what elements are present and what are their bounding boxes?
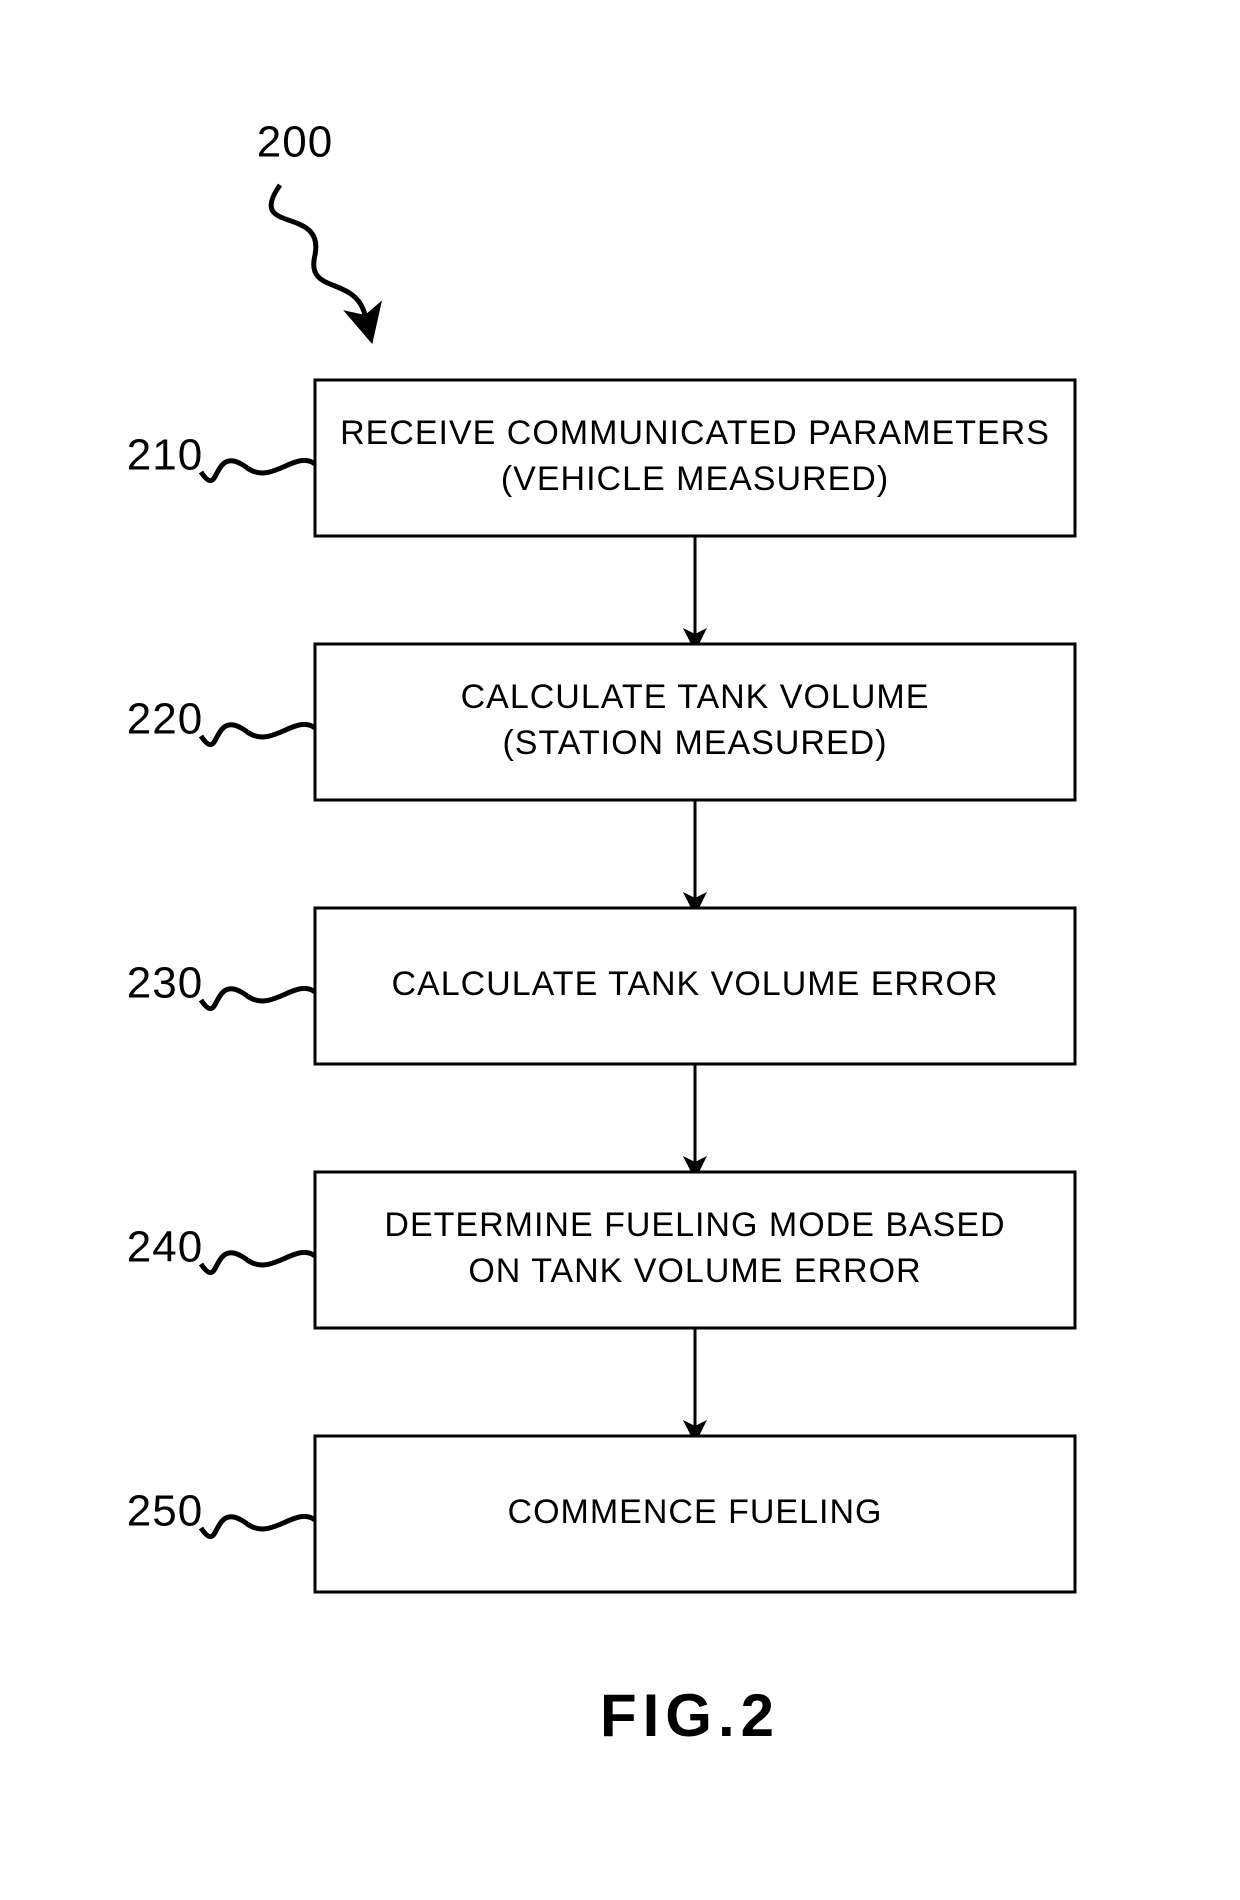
ref-squiggle-230 [201,988,315,1008]
ref-label-240: 240 [127,1223,203,1272]
ref-label-220: 220 [127,695,203,744]
flow-box-240-line-1: ON TANK VOLUME ERROR [468,1252,921,1290]
flow-box-220 [315,644,1075,800]
flowchart-svg: 200 RECEIVE COMMUNICATED PARAMETERS (VEHIC… [0,0,1240,1900]
ref-label-250: 250 [127,1487,203,1536]
figure-label: FIG.2 [600,1682,780,1749]
flow-box-210-line-1: (VEHICLE MEASURED) [501,460,889,498]
flow-box-210-line-0: RECEIVE COMMUNICATED PARAMETERS [340,414,1050,452]
ref-label-210: 210 [127,431,203,480]
flow-box-220-line-0: CALCULATE TANK VOLUME [461,678,930,716]
flow-box-240-line-0: DETERMINE FUELING MODE BASED [384,1206,1005,1244]
main-ref-label: 200 [257,118,333,167]
ref-squiggle-220 [201,724,315,744]
flow-box-230-line-0: CALCULATE TANK VOLUME ERROR [391,965,998,1003]
ref-squiggle-240 [201,1252,315,1272]
flow-box-240 [315,1172,1075,1328]
ref-squiggle-250 [201,1516,315,1536]
flow-box-210 [315,380,1075,536]
flow-box-250-line-0: COMMENCE FUELING [508,1493,883,1531]
main-ref-squiggle [271,185,365,315]
ref-squiggle-210 [201,460,315,480]
flow-box-220-line-1: (STATION MEASURED) [502,724,887,762]
ref-label-230: 230 [127,959,203,1008]
